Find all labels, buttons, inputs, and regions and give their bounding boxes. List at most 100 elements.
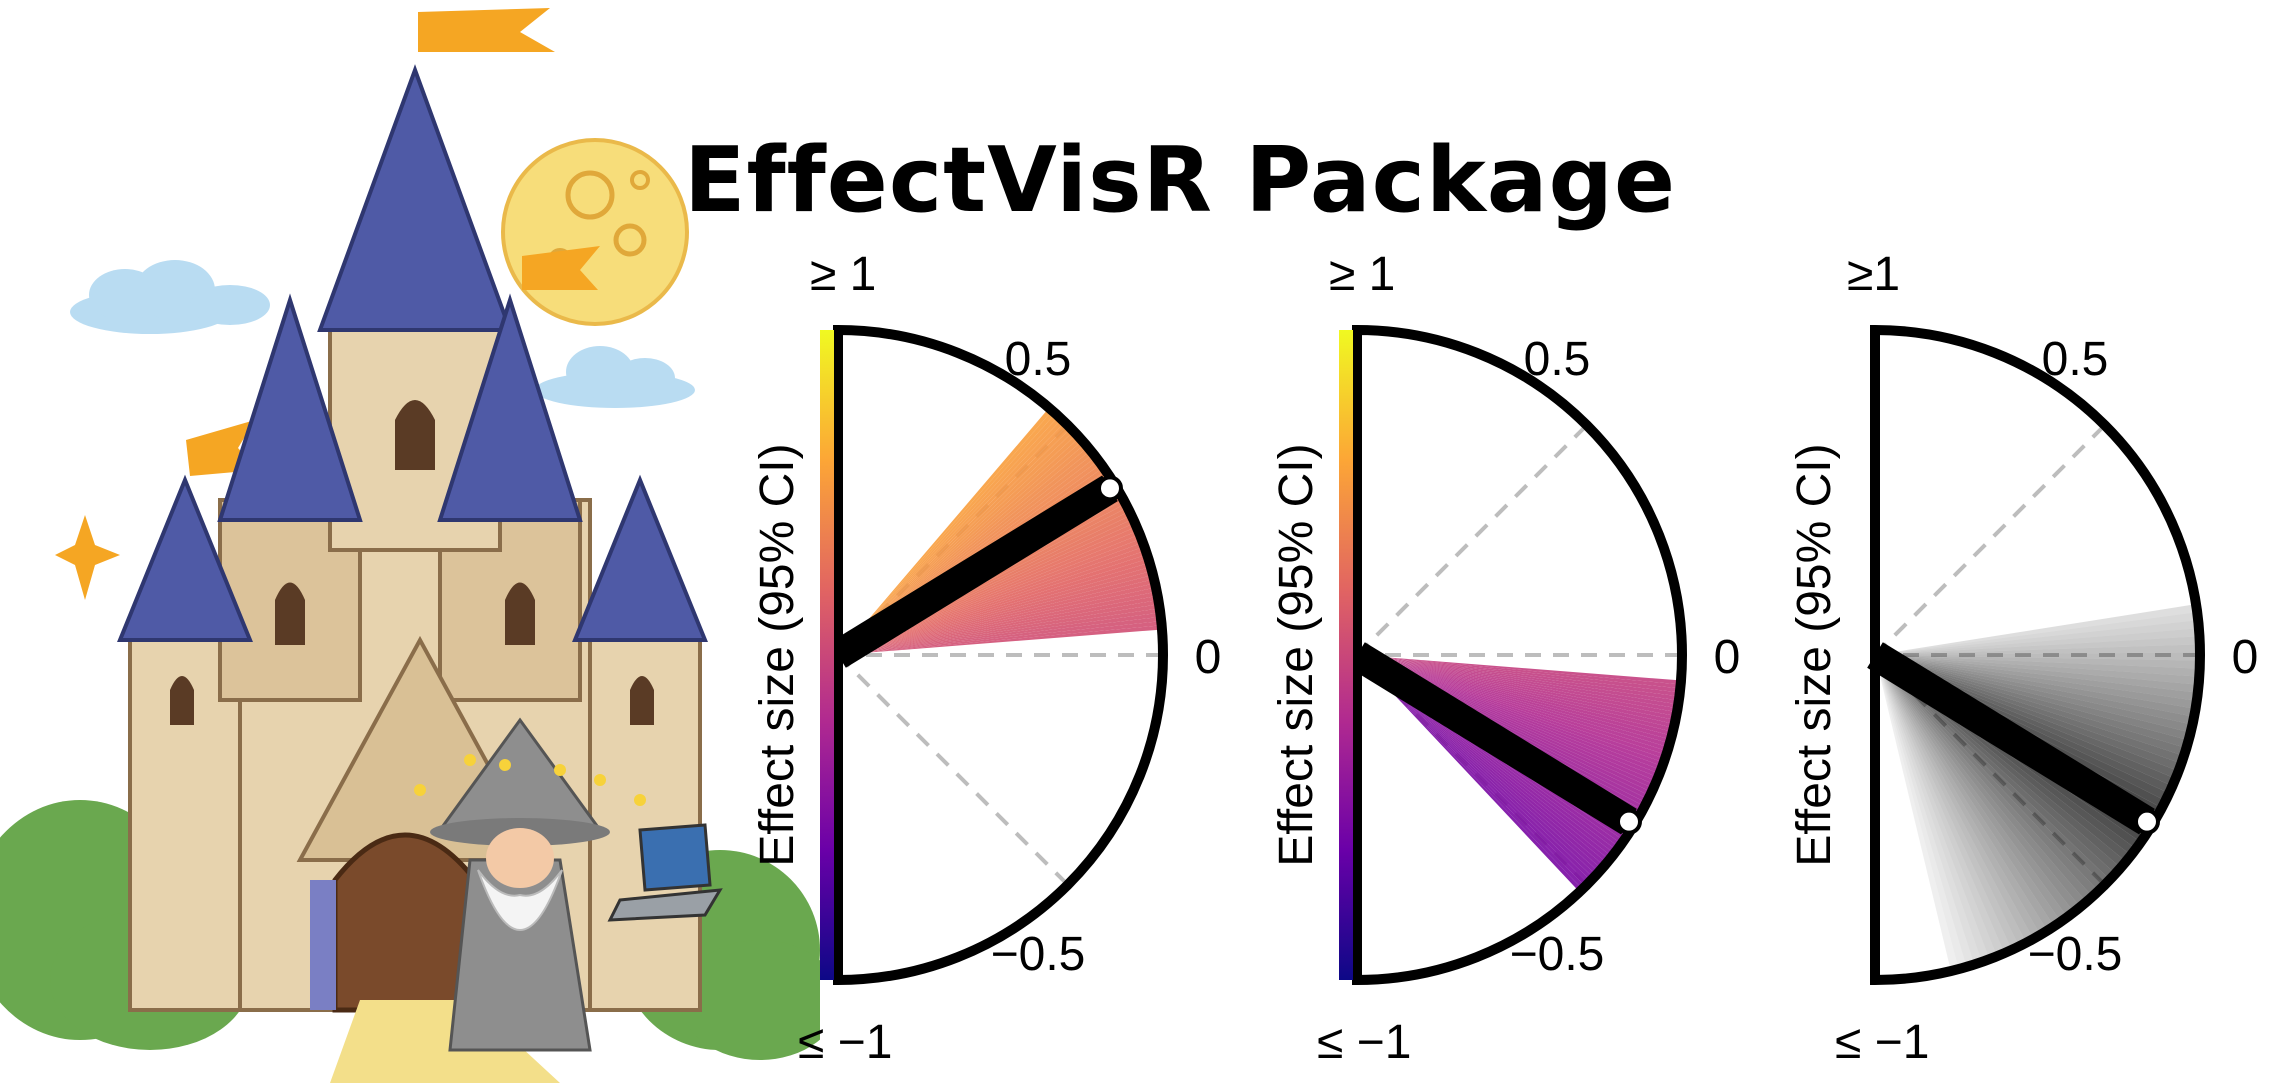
tick-label-lower: −0.5 [991, 928, 1086, 981]
ci-segment [1357, 655, 1677, 692]
ci-segment [838, 551, 1144, 655]
ci-segment [838, 608, 1157, 655]
ci-segment [1875, 655, 2039, 936]
ci-segment [1357, 655, 1597, 873]
ci-segment [1875, 655, 2102, 889]
tick-label-upper: 0.5 [2042, 333, 2109, 386]
ci-segment [838, 613, 1157, 655]
tick-label-lower: −0.5 [1510, 928, 1605, 981]
ci-segment [1875, 655, 2189, 732]
ci-segment [1875, 655, 2018, 947]
ci-segment [1875, 636, 2196, 655]
laptop-icon [607, 823, 723, 922]
ci-segment [1875, 655, 2183, 755]
tick-label-bottom: ≤ −1 [798, 1016, 892, 1069]
semicircle-outline [1352, 324, 1687, 986]
ci-segment [1357, 655, 1588, 881]
ci-segment [1875, 655, 2025, 943]
ci-segment [1875, 655, 2084, 904]
ci-segment [1875, 655, 2195, 693]
effect-chart-3: ≥1 0.5 0 −0.5 ≤ −1 Effect size (95% CI) [1788, 248, 2258, 1069]
ci-segment [1357, 655, 1673, 716]
ci-segment [838, 604, 1156, 655]
ci-segment [838, 625, 1159, 655]
ci-segment [1357, 655, 1594, 876]
ci-segment [838, 410, 1050, 655]
reference-line [836, 653, 1070, 887]
ci-segment [1357, 655, 1586, 884]
ci-segment [838, 600, 1156, 655]
ci-segment [838, 617, 1158, 655]
ci-segment [1357, 655, 1676, 696]
ci-segment [838, 559, 1146, 655]
tick-label-upper: 0.5 [1005, 333, 1072, 386]
ci-segment [1357, 655, 1667, 743]
effect-point [1096, 475, 1123, 502]
tick-label-bottom: ≤ −1 [1317, 1016, 1411, 1069]
ci-segment [838, 437, 1077, 655]
ci-segment [1357, 655, 1591, 878]
tick-label-top: ≥1 [1847, 248, 1900, 301]
tick-label-bottom: ≤ −1 [1835, 1016, 1929, 1069]
ci-segment [1875, 655, 2193, 709]
ci-segment [1357, 655, 1675, 708]
ci-segment [1875, 655, 2072, 914]
ci-segment [1875, 620, 2195, 655]
ci-segment [1875, 655, 2078, 909]
ci-segment [1875, 655, 2011, 950]
ci-segment [1875, 652, 2196, 661]
ci-segment [838, 575, 1151, 655]
ci-segment [1357, 655, 1673, 720]
ci-segment [838, 580, 1152, 655]
reference-line [1355, 423, 1589, 657]
ci-segment [838, 547, 1142, 655]
sparkle-icon [55, 515, 120, 600]
axis-label: Effect size (95% CI) [751, 443, 804, 866]
ci-segment [1875, 655, 1996, 956]
castle-illustration [0, 8, 820, 1083]
ci-segment [1875, 644, 2196, 655]
tick-label-lower: −0.5 [2028, 928, 2123, 981]
tick-label-middle: 0 [1714, 631, 1741, 684]
ci-segment [1357, 655, 1580, 889]
effect-needle [830, 475, 1118, 668]
ci-segment [1875, 628, 2196, 655]
ci-segment [1875, 655, 2178, 770]
effect-needle [1349, 642, 1637, 835]
ci-segment [1875, 655, 2046, 932]
ci-segment [1875, 655, 2192, 716]
ci-segment [1875, 655, 1966, 966]
ci-segment [1875, 655, 2096, 894]
ci-segment [1875, 655, 1958, 968]
ci-segment [1875, 655, 2113, 877]
ci-segment [1875, 655, 2194, 701]
ci-segment [1875, 612, 2195, 655]
ci-segment [1357, 655, 1668, 739]
ci-segment [1357, 655, 1665, 750]
ci-segment [1875, 604, 2194, 655]
ci-segment [838, 567, 1149, 655]
tick-label-top: ≥ 1 [1329, 248, 1395, 301]
ci-segment [838, 416, 1056, 655]
ci-segment [1357, 655, 1662, 762]
ci-segment [838, 422, 1062, 655]
ci-segment [1875, 655, 2003, 953]
ci-segment [838, 543, 1141, 655]
page-title: EffectVisR Package [683, 128, 1676, 233]
ci-segment [838, 413, 1053, 655]
ci-segment [1875, 655, 1981, 961]
wizard-icon [414, 717, 723, 1052]
ci-segment [1875, 655, 2191, 724]
tick-label-middle: 0 [2232, 631, 2259, 684]
ci-segment [838, 596, 1155, 655]
ci-wedge [1875, 604, 2196, 968]
ci-segment [1357, 655, 1663, 758]
ci-segment [1875, 655, 2181, 763]
ci-segment [1357, 655, 1583, 887]
ci-segment [1875, 655, 2185, 747]
ci-segment [838, 588, 1153, 655]
ci-segment [838, 584, 1152, 655]
colorbar [1339, 330, 1353, 980]
ci-segment [838, 563, 1147, 655]
